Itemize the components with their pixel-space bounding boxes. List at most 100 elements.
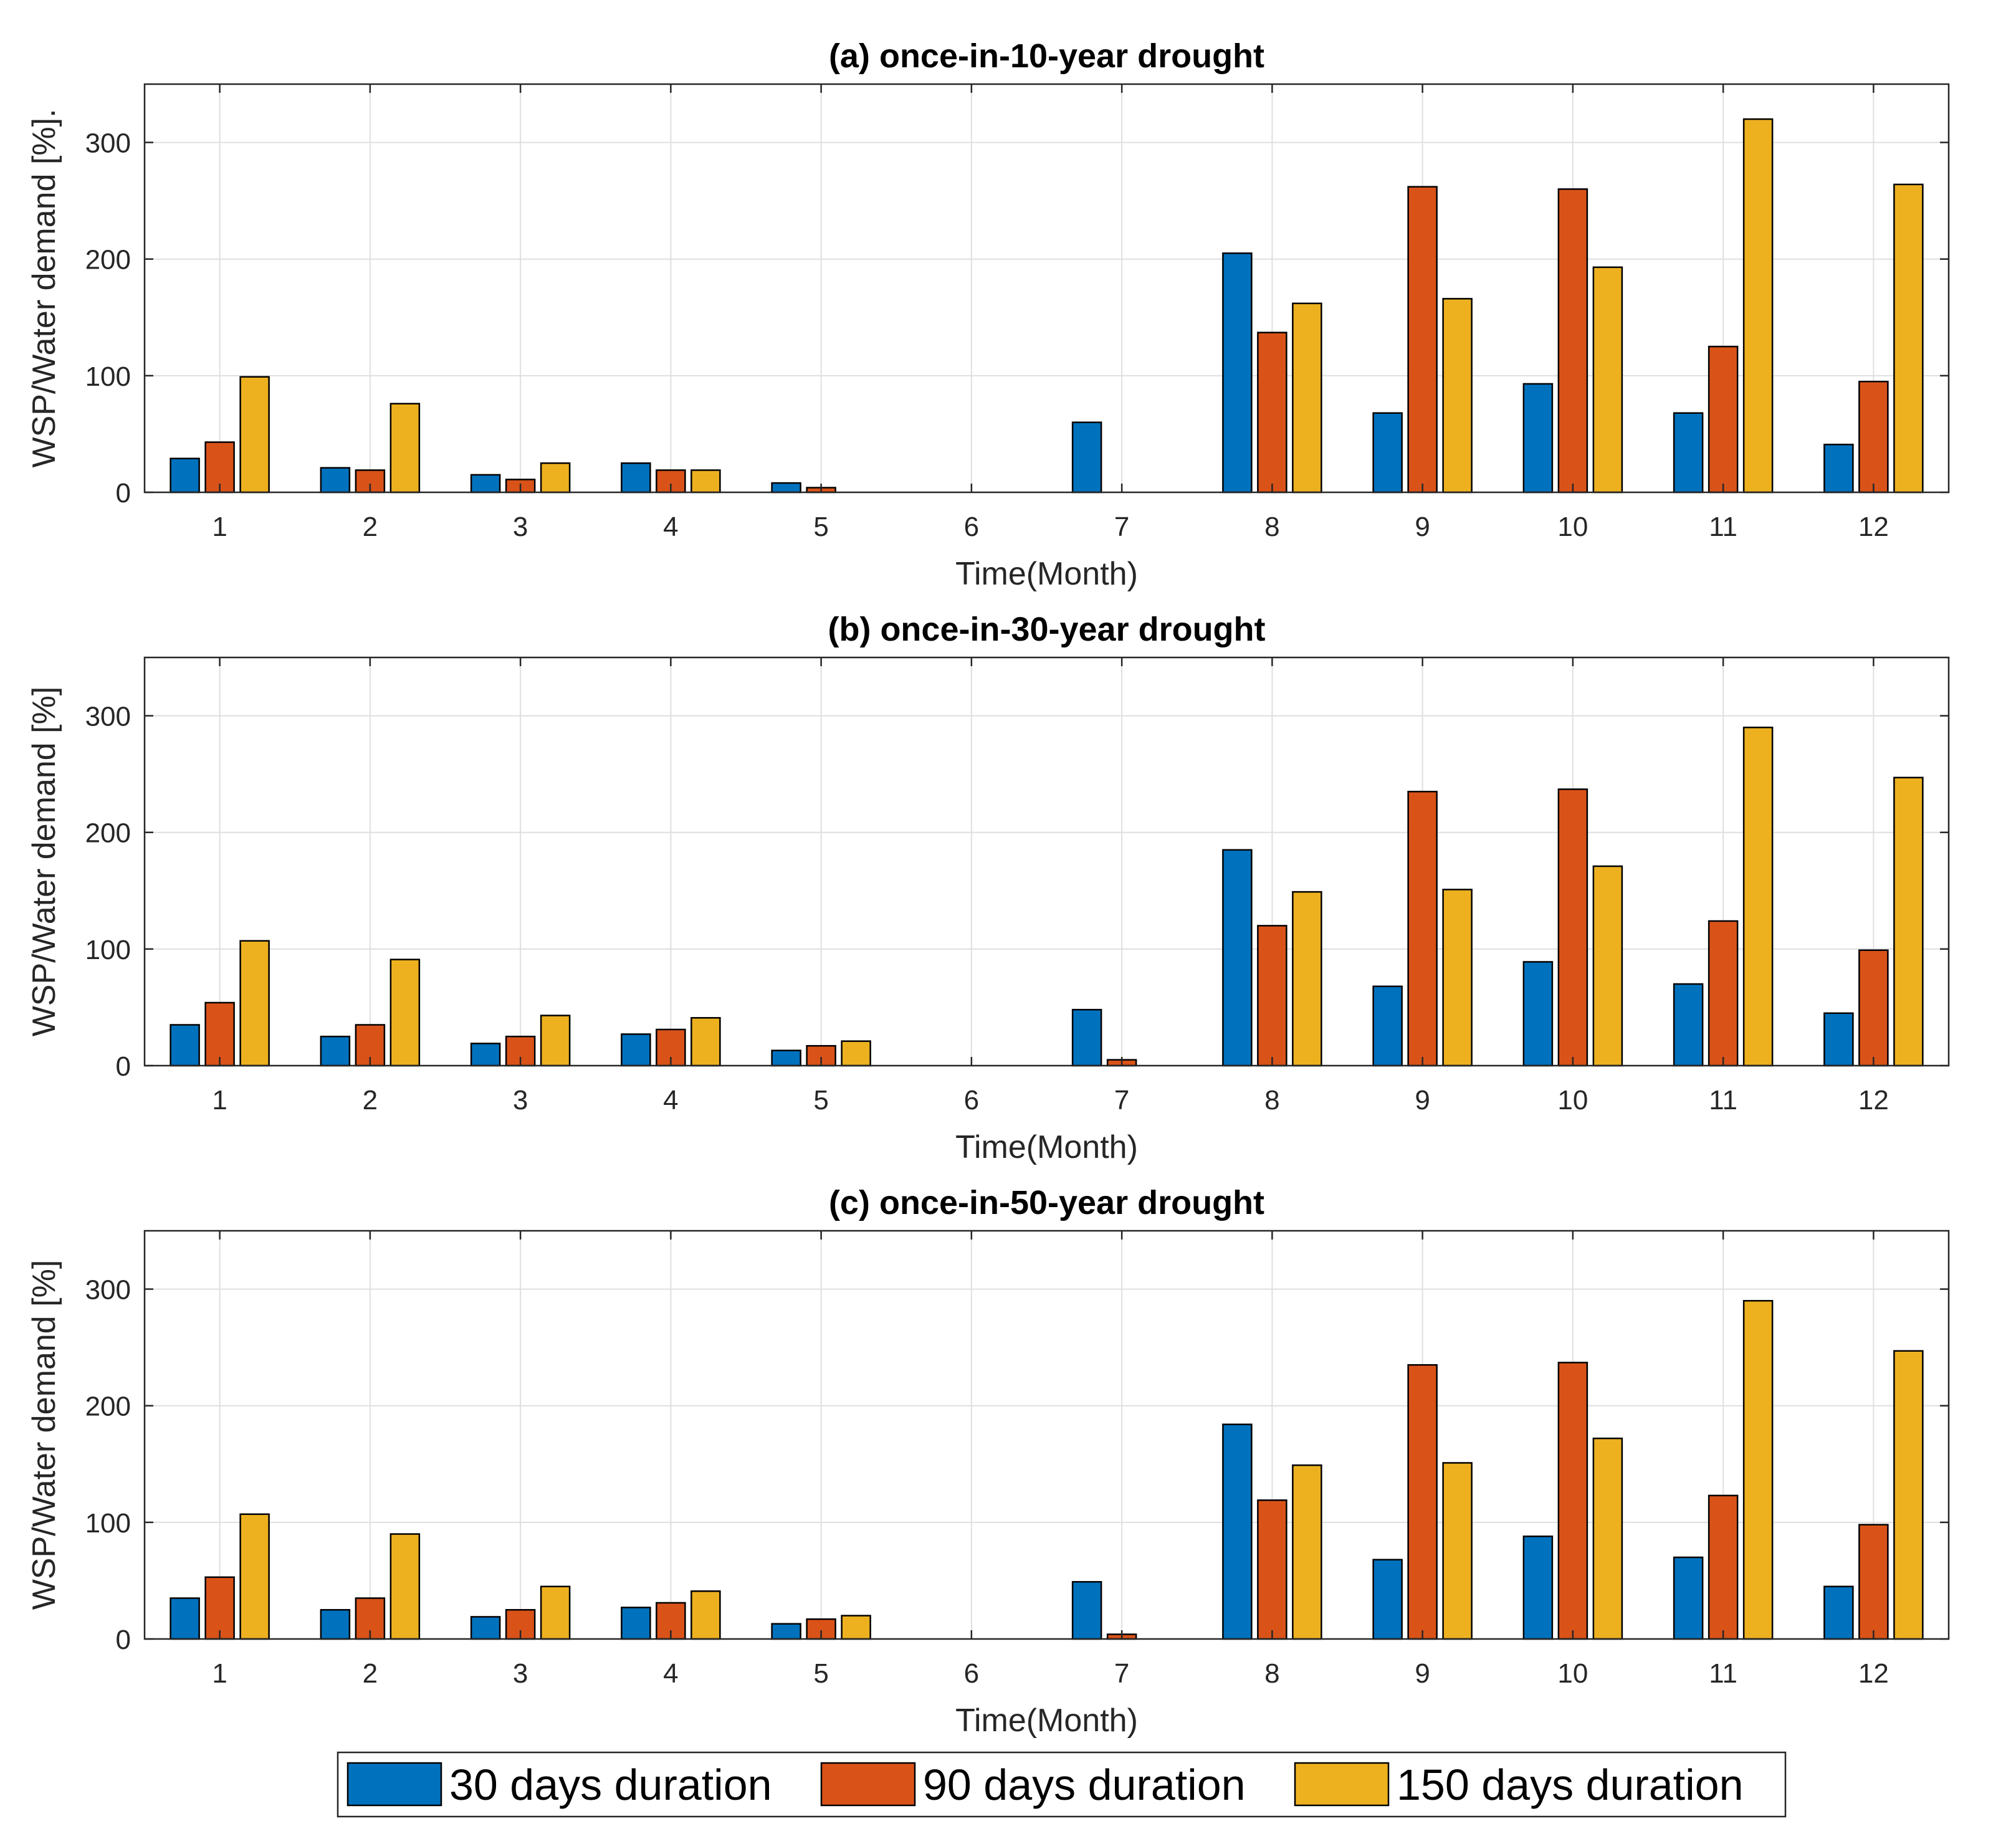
bar-150d-month-8 — [1292, 891, 1322, 1067]
bar-150d-month-9 — [1442, 1462, 1473, 1640]
bar-90d-month-8 — [1257, 925, 1287, 1067]
bar-150d-month-3 — [540, 462, 571, 494]
bar-150d-month-10 — [1592, 1437, 1623, 1640]
bar-30d-month-4 — [621, 1607, 651, 1640]
bar-90d-month-10 — [1557, 788, 1588, 1067]
y-tick-label: 0 — [116, 478, 131, 509]
x-tick-label: 11 — [1709, 1658, 1737, 1689]
x-tick-label: 6 — [964, 1658, 979, 1689]
bar-30d-month-3 — [470, 1616, 501, 1640]
bar-150d-month-4 — [690, 1590, 721, 1640]
bar-150d-month-11 — [1742, 118, 1774, 494]
bar-90d-month-8 — [1257, 1499, 1287, 1640]
legend-label-3: 150 days duration — [1397, 1760, 1744, 1809]
x-tick-label: 1 — [212, 1658, 227, 1689]
bar-30d-month-7 — [1071, 421, 1102, 494]
x-tick-label: 8 — [1264, 1085, 1279, 1115]
y-tick-label: 200 — [85, 818, 131, 849]
bar-30d-month-4 — [621, 1033, 651, 1067]
x-tick-label: 12 — [1858, 1658, 1889, 1689]
x-tick-label: 3 — [513, 1085, 528, 1115]
bar-150d-month-1 — [239, 376, 270, 494]
bar-150d-month-12 — [1893, 776, 1924, 1067]
bar-150d-month-1 — [239, 1513, 270, 1640]
axes-box — [143, 1230, 1950, 1640]
x-tick-label: 12 — [1858, 1085, 1889, 1115]
panel-title: (b) once-in-30-year drought — [828, 611, 1265, 648]
y-tick-label: 300 — [85, 1275, 131, 1306]
bar-30d-month-5 — [771, 1623, 801, 1640]
bar-30d-month-12 — [1823, 1585, 1854, 1640]
bar-150d-month-11 — [1742, 1300, 1774, 1640]
legend-box — [337, 1751, 1787, 1818]
bar-90d-month-12 — [1858, 949, 1889, 1067]
bar-150d-month-2 — [389, 958, 421, 1067]
x-tick-label: 9 — [1415, 512, 1430, 542]
y-axis-label: WSP/Water demand [%] — [26, 1260, 62, 1610]
bar-150d-month-12 — [1893, 1350, 1924, 1640]
bar-150d-month-8 — [1292, 302, 1322, 494]
bar-150d-month-1 — [239, 940, 270, 1067]
y-tick-label: 0 — [116, 1625, 131, 1655]
bar-30d-month-8 — [1222, 252, 1253, 494]
x-tick-label: 8 — [1264, 1658, 1279, 1689]
bar-150d-month-4 — [690, 1017, 721, 1067]
y-tick-label: 300 — [85, 702, 131, 732]
x-tick-label: 2 — [363, 512, 378, 542]
bar-30d-month-10 — [1522, 961, 1554, 1067]
bar-30d-month-7 — [1071, 1581, 1102, 1640]
legend-label-2: 90 days duration — [923, 1760, 1246, 1809]
x-tick-label: 4 — [663, 1085, 678, 1115]
x-tick-label: 10 — [1557, 1085, 1588, 1115]
panel-title: (a) once-in-10-year drought — [829, 37, 1264, 75]
legend-label-1: 30 days duration — [449, 1760, 772, 1809]
x-tick-label: 5 — [813, 512, 828, 542]
x-tick-label: 9 — [1415, 1658, 1430, 1689]
x-axis-label: Time(Month) — [955, 556, 1138, 592]
bar-30d-month-5 — [771, 1049, 801, 1067]
x-tick-label: 9 — [1415, 1085, 1430, 1115]
x-tick-label: 3 — [513, 1658, 528, 1689]
bar-30d-month-2 — [320, 1608, 351, 1640]
bar-30d-month-3 — [470, 1043, 501, 1067]
bar-90d-month-11 — [1708, 1494, 1739, 1640]
legend-swatch-2 — [820, 1762, 916, 1807]
legend-swatch-3 — [1294, 1762, 1390, 1807]
plot-area — [145, 657, 1949, 1066]
x-tick-label: 4 — [663, 1658, 678, 1689]
y-tick-label: 200 — [85, 1392, 131, 1422]
bar-30d-month-10 — [1522, 1536, 1554, 1640]
x-tick-label: 5 — [813, 1085, 828, 1115]
bar-150d-month-9 — [1442, 298, 1473, 494]
bar-30d-month-5 — [771, 482, 801, 494]
bar-150d-month-10 — [1592, 266, 1623, 494]
x-tick-label: 1 — [212, 1085, 227, 1115]
y-axis-label: WSP/Water demand [%]. — [26, 108, 62, 467]
plot-area — [145, 1231, 1949, 1639]
x-tick-label: 8 — [1264, 512, 1279, 542]
bar-150d-month-2 — [389, 1533, 421, 1640]
bar-30d-month-3 — [470, 474, 501, 494]
y-tick-label: 100 — [85, 361, 131, 392]
x-tick-label: 5 — [813, 1658, 828, 1689]
bar-30d-month-1 — [170, 457, 200, 494]
y-tick-label: 100 — [85, 935, 131, 965]
x-tick-label: 7 — [1114, 1658, 1129, 1689]
x-tick-label: 1 — [212, 512, 227, 542]
bar-30d-month-11 — [1673, 983, 1704, 1067]
bar-90d-month-9 — [1407, 186, 1438, 494]
bar-150d-month-2 — [389, 403, 421, 494]
bar-30d-month-9 — [1372, 985, 1403, 1067]
bar-150d-month-5 — [841, 1040, 871, 1067]
bar-30d-month-8 — [1222, 849, 1253, 1067]
bar-30d-month-12 — [1823, 1012, 1854, 1067]
bar-90d-month-9 — [1407, 790, 1438, 1067]
bar-90d-month-11 — [1708, 345, 1739, 494]
bar-150d-month-9 — [1442, 889, 1473, 1067]
bar-150d-month-4 — [690, 469, 721, 494]
bar-30d-month-2 — [320, 467, 351, 494]
bar-150d-month-12 — [1893, 183, 1924, 494]
bar-30d-month-1 — [170, 1597, 200, 1640]
